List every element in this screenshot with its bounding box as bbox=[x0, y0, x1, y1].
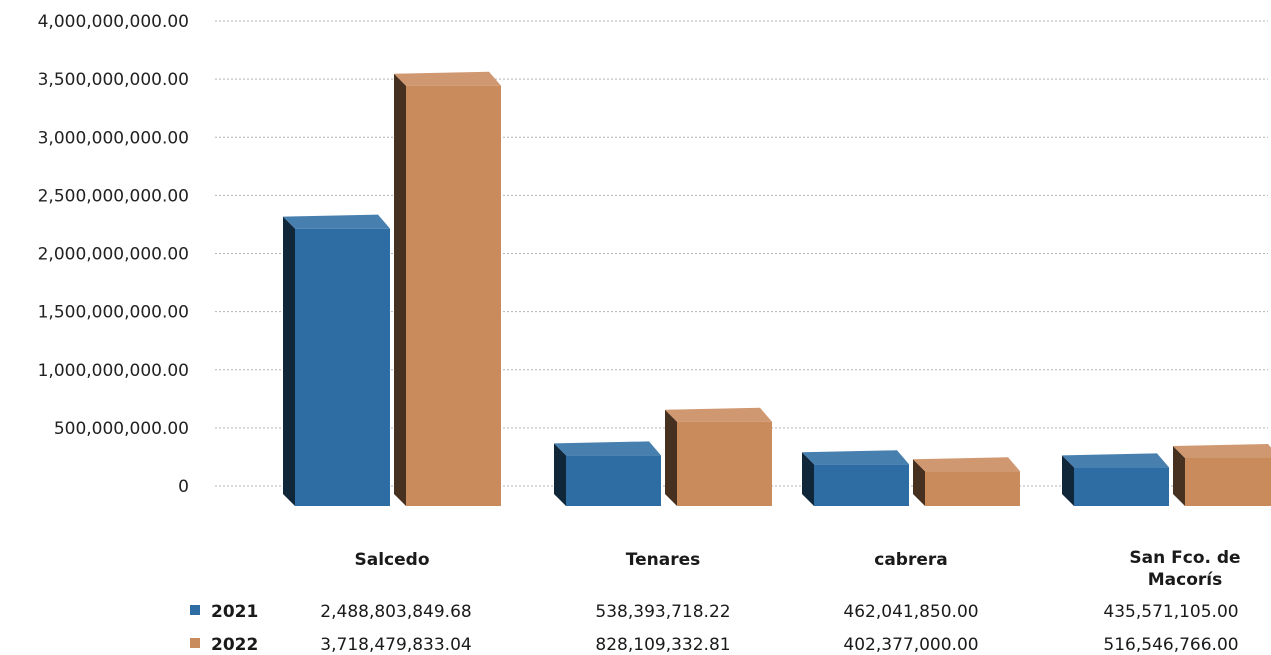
bar-2022-1 bbox=[665, 407, 772, 506]
category-label: San Fco. de bbox=[1129, 548, 1240, 568]
bar-side bbox=[1173, 445, 1185, 506]
bar-side bbox=[913, 459, 925, 506]
bar-side bbox=[802, 452, 814, 506]
bar-2021-3 bbox=[1062, 453, 1169, 506]
bar-front bbox=[406, 85, 501, 507]
bar-top bbox=[1062, 453, 1169, 468]
category-label: cabrera bbox=[874, 550, 948, 570]
bars bbox=[283, 71, 1271, 507]
y-tick-label: 3,000,000,000.00 bbox=[38, 128, 189, 148]
y-tick-label: 500,000,000.00 bbox=[54, 419, 189, 439]
bar-2022-3 bbox=[1173, 443, 1271, 506]
bar-top bbox=[554, 441, 661, 456]
data-table-value: 462,041,850.00 bbox=[843, 602, 978, 622]
y-tick-label: 0 bbox=[178, 477, 189, 497]
bar-side bbox=[554, 443, 566, 506]
data-table-value: 2,488,803,849.68 bbox=[320, 602, 471, 622]
legend-series-name: 2022 bbox=[211, 635, 258, 655]
data-table-value: 402,377,000.00 bbox=[843, 635, 978, 655]
y-tick-label: 2,000,000,000.00 bbox=[38, 245, 189, 265]
y-axis-tick-labels: 0 500,000,000.00 1,000,000,000.00 1,500,000… bbox=[38, 12, 189, 497]
bar-side bbox=[1062, 455, 1074, 506]
legend-swatch bbox=[190, 605, 200, 615]
bar-front bbox=[814, 464, 909, 506]
bar-front bbox=[1185, 457, 1271, 506]
bar-side bbox=[283, 216, 295, 506]
bar-front bbox=[677, 421, 772, 506]
data-table: 2021 2,488,803,849.68 538,393,718.22 462,04… bbox=[190, 602, 1239, 655]
y-tick-label: 2,500,000,000.00 bbox=[38, 186, 189, 206]
bar-top bbox=[283, 214, 390, 229]
y-tick-label: 4,000,000,000.00 bbox=[38, 12, 189, 32]
bar-top bbox=[913, 457, 1020, 472]
bar-2021-1 bbox=[554, 441, 661, 506]
category-label: Salcedo bbox=[355, 550, 430, 570]
y-tick-label: 1,000,000,000.00 bbox=[38, 361, 189, 381]
bar-2021-2 bbox=[802, 450, 909, 506]
y-tick-label: 3,500,000,000.00 bbox=[38, 70, 189, 90]
legend-series-name: 2021 bbox=[211, 602, 258, 622]
data-table-value: 828,109,332.81 bbox=[595, 635, 730, 655]
bar-top bbox=[394, 71, 501, 86]
legend-swatch bbox=[190, 638, 200, 648]
bar-front bbox=[295, 228, 390, 506]
bar-front bbox=[1074, 467, 1169, 506]
category-label: Macorís bbox=[1148, 570, 1222, 590]
bar-2022-0 bbox=[394, 71, 501, 507]
bar-2021-0 bbox=[283, 214, 390, 506]
data-table-value: 538,393,718.22 bbox=[595, 602, 730, 622]
y-tick-label: 1,500,000,000.00 bbox=[38, 303, 189, 323]
bar-side bbox=[394, 73, 406, 507]
bar-2022-2 bbox=[913, 457, 1020, 506]
bar-front bbox=[566, 455, 661, 506]
data-table-value: 3,718,479,833.04 bbox=[320, 635, 471, 655]
category-label: Tenares bbox=[626, 550, 700, 570]
bar-top bbox=[802, 450, 909, 465]
bar-top bbox=[665, 407, 772, 422]
data-table-value: 516,546,766.00 bbox=[1103, 635, 1238, 655]
bar-top bbox=[1173, 443, 1271, 458]
bar-side bbox=[665, 409, 677, 506]
data-table-value: 435,571,105.00 bbox=[1103, 602, 1238, 622]
bar-front bbox=[925, 471, 1020, 506]
